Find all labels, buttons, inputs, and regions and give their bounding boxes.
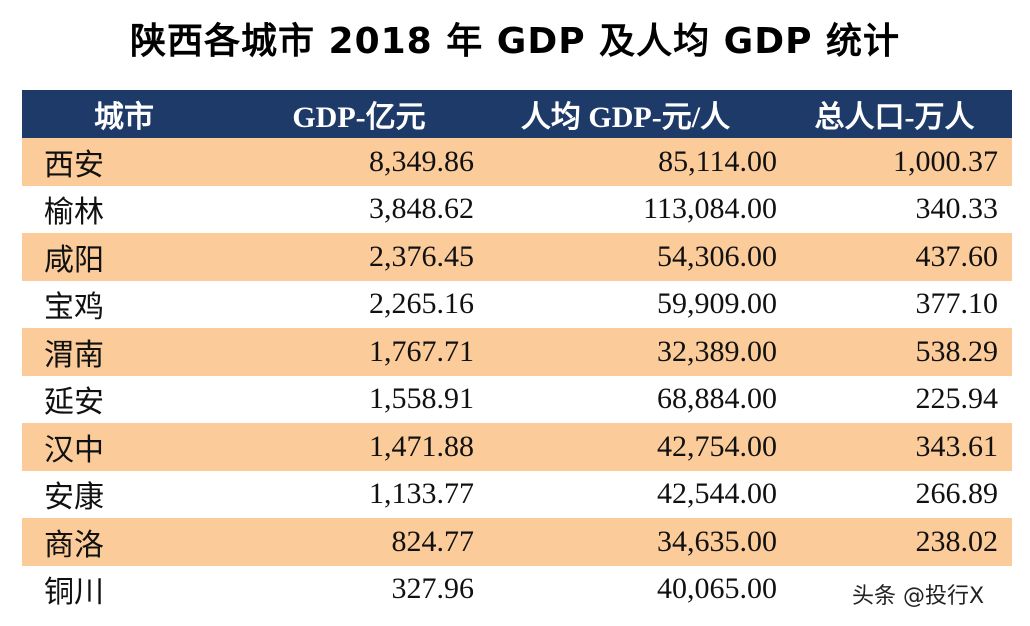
city-cell: 渭南	[22, 328, 244, 376]
table-row: 榆林 3,848.62 113,084.00 340.33	[22, 186, 1012, 234]
gdp-per-capita-cell: 42,754.00	[474, 423, 777, 471]
gdp-cell: 2,376.45	[244, 233, 474, 281]
population-cell: 1,000.37	[777, 138, 1012, 186]
gdp-per-capita-cell: 54,306.00	[474, 233, 777, 281]
gdp-cell: 1,133.77	[369, 477, 474, 511]
city-cell: 西安	[22, 138, 244, 186]
city-cell: 汉中	[22, 423, 244, 471]
gdp-per-capita-cell: 32,389.00	[474, 328, 777, 376]
header-gdp-per-capita: 人均 GDP-元/人	[474, 90, 777, 138]
gdp-cell: 824.77	[244, 518, 474, 566]
table-row: 宝鸡 2,265.16 59,909.00 377.10	[22, 281, 1012, 329]
city-cell: 安康	[44, 481, 104, 515]
table-row: 西安 8,349.86 85,114.00 1,000.37	[22, 138, 1012, 186]
table-row: 商洛 824.77 34,635.00 238.02	[22, 518, 1012, 566]
city-cell: 宝鸡	[44, 291, 104, 325]
city-cell: 铜川	[44, 576, 104, 610]
population-cell: 340.33	[915, 192, 999, 226]
city-cell: 延安	[44, 386, 104, 420]
gdp-per-capita-cell: 40,065.00	[657, 572, 777, 606]
table-row: 汉中 1,471.88 42,754.00 343.61	[22, 423, 1012, 471]
header-population: 总人口-万人	[777, 90, 1012, 138]
gdp-per-capita-cell: 113,084.00	[643, 192, 777, 226]
population-cell: 538.29	[777, 328, 1012, 376]
city-cell: 咸阳	[22, 233, 244, 281]
table-header: 城市 GDP-亿元 人均 GDP-元/人 总人口-万人	[22, 90, 1012, 138]
gdp-cell: 327.96	[391, 572, 475, 606]
gdp-per-capita-cell: 85,114.00	[474, 138, 777, 186]
gdp-cell: 2,265.16	[369, 287, 474, 321]
population-cell: 437.60	[777, 233, 1012, 281]
watermark: 头条 @投行X	[852, 584, 985, 609]
gdp-table: 城市 GDP-亿元 人均 GDP-元/人 总人口-万人 西安 8,349.86 85…	[22, 90, 1012, 613]
gdp-cell: 1,471.88	[244, 423, 474, 471]
population-cell: 225.94	[915, 382, 999, 416]
city-cell: 商洛	[22, 518, 244, 566]
table-row: 延安 1,558.91 68,884.00 225.94	[22, 376, 1012, 424]
header-city: 城市	[22, 90, 244, 138]
gdp-cell: 8,349.86	[244, 138, 474, 186]
table-row: 安康 1,133.77 42,544.00 266.89	[22, 471, 1012, 519]
population-cell: 343.61	[777, 423, 1012, 471]
header-gdp: GDP-亿元	[244, 90, 474, 138]
gdp-cell: 1,558.91	[369, 382, 474, 416]
gdp-per-capita-cell: 59,909.00	[657, 287, 777, 321]
table-row: 渭南 1,767.71 32,389.00 538.29	[22, 328, 1012, 376]
gdp-per-capita-cell: 68,884.00	[657, 382, 777, 416]
gdp-per-capita-cell: 34,635.00	[474, 518, 777, 566]
population-cell: 238.02	[777, 518, 1012, 566]
city-cell: 榆林	[44, 196, 104, 230]
gdp-per-capita-cell: 42,544.00	[657, 477, 777, 511]
population-cell: 266.89	[915, 477, 999, 511]
population-cell: 377.10	[915, 287, 999, 321]
gdp-cell: 3,848.62	[369, 192, 474, 226]
table-row: 铜川 327.96 40,065.00	[22, 566, 1012, 614]
gdp-cell: 1,767.71	[244, 328, 474, 376]
table-row: 咸阳 2,376.45 54,306.00 437.60	[22, 233, 1012, 281]
page-title: 陕西各城市 2018 年 GDP 及人均 GDP 统计	[129, 21, 901, 62]
